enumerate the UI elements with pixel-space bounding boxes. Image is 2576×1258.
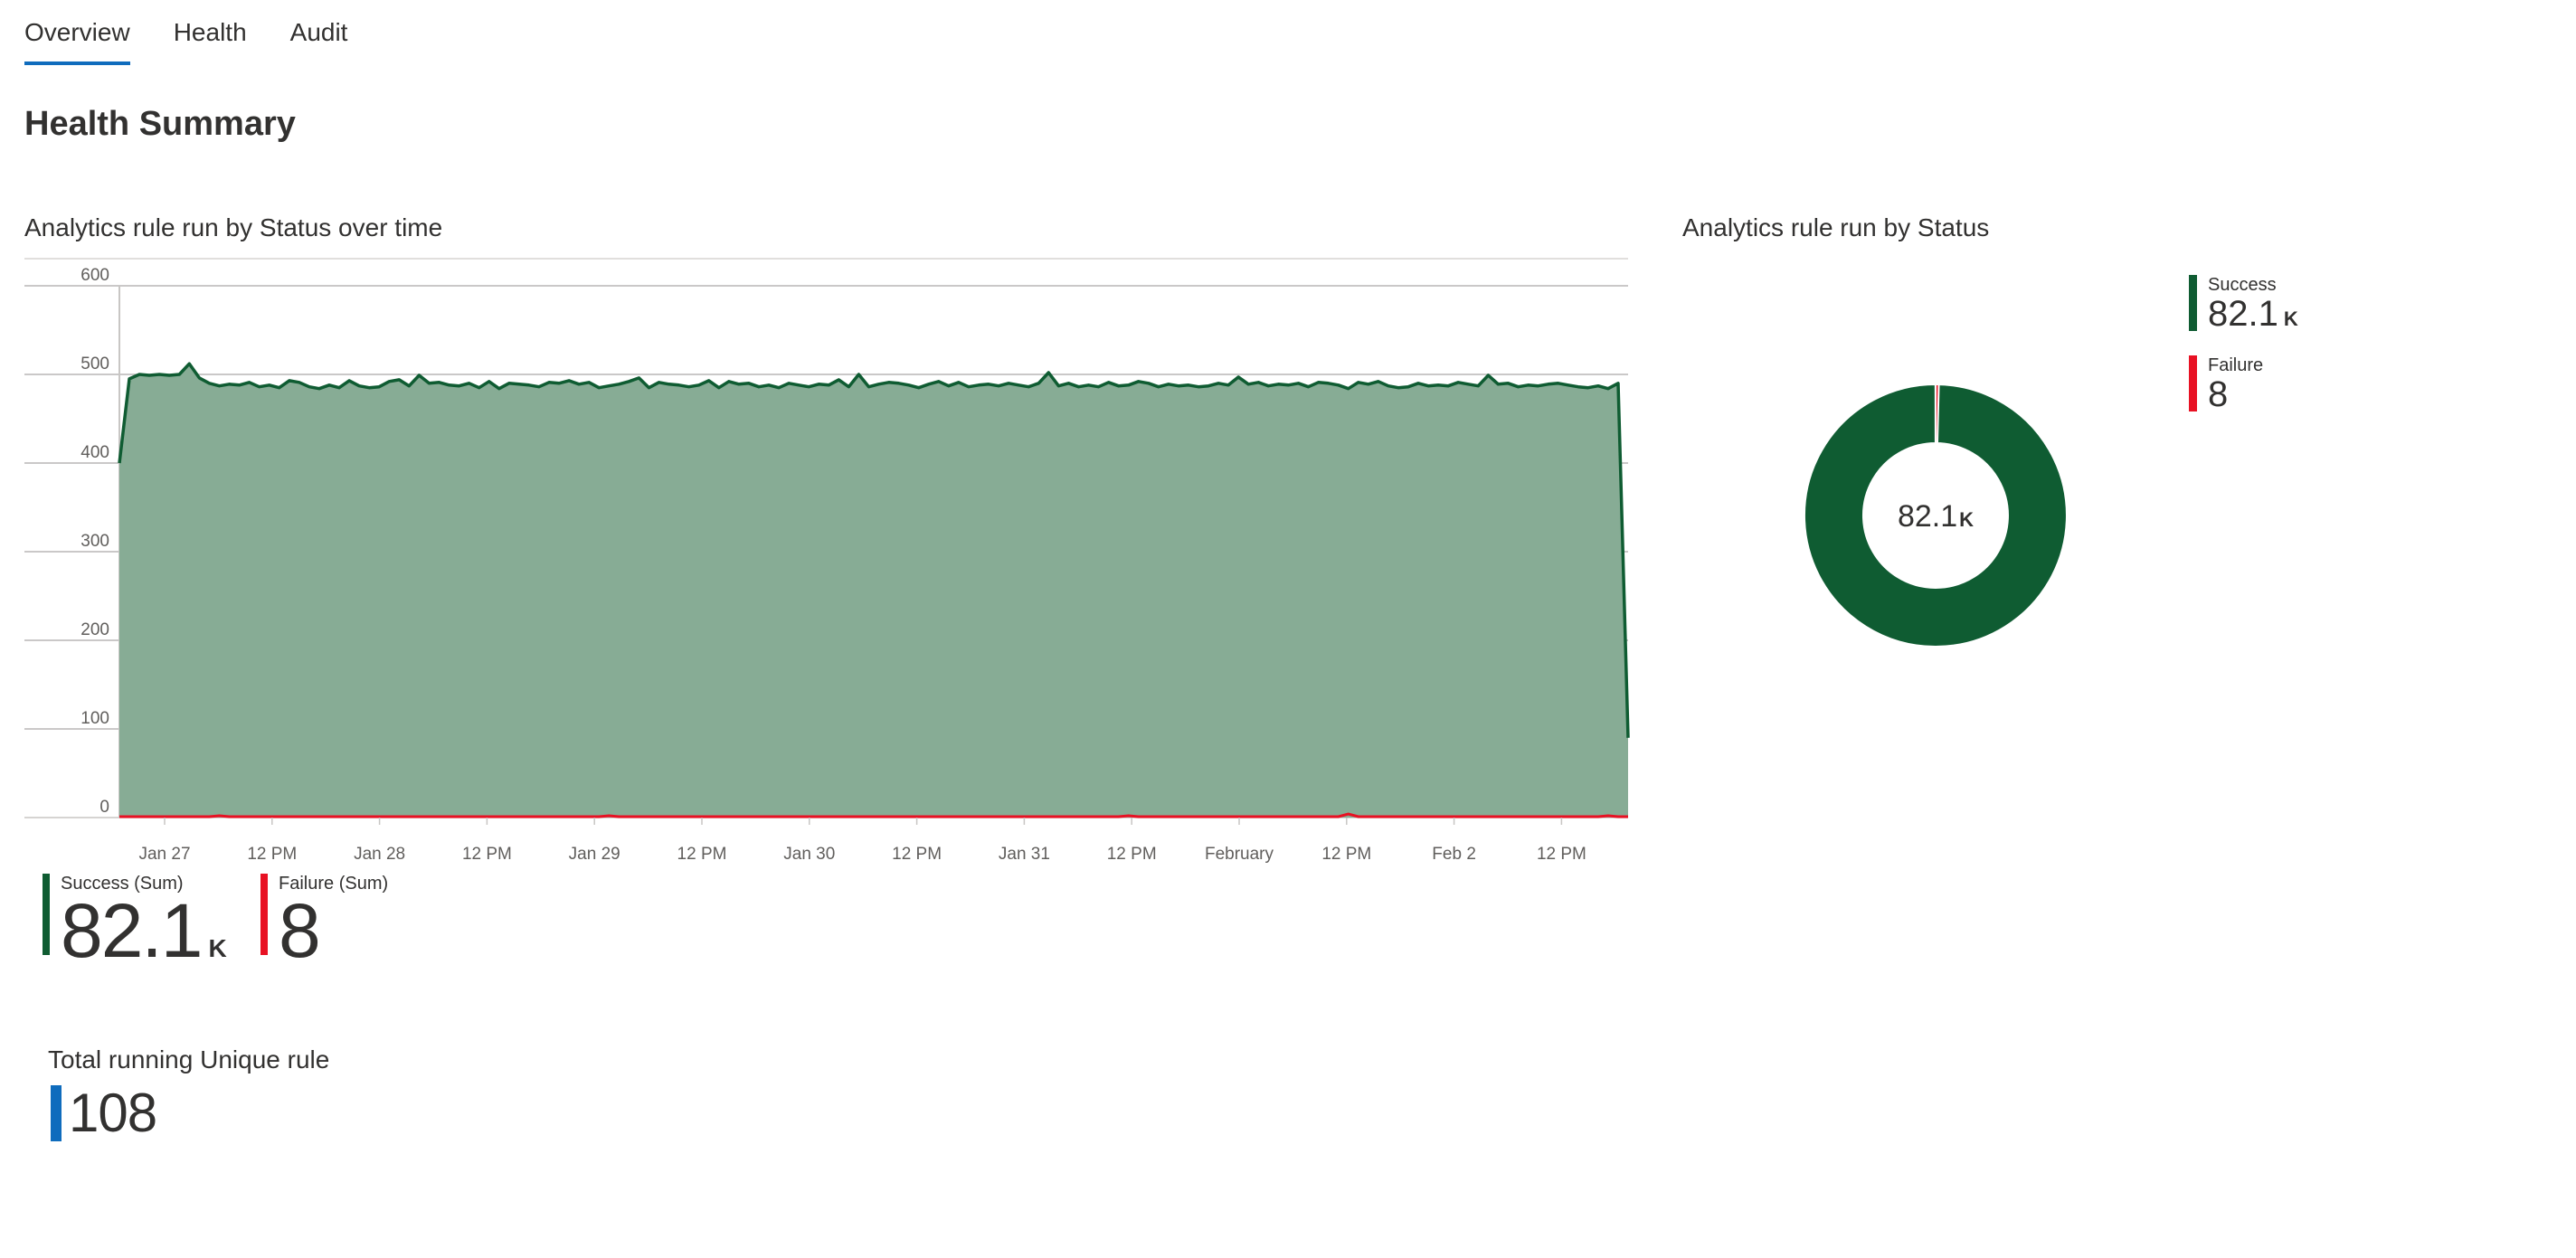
x-tick-label: 12 PM <box>1537 845 1586 864</box>
y-tick-label: 0 <box>99 798 109 817</box>
x-tick-label: February <box>1205 845 1274 864</box>
legend-success-sum[interactable]: Success (Sum) 82.1 K <box>43 874 227 985</box>
legend-success-label: Success (Sum) <box>61 874 184 894</box>
x-tick-label: Jan 30 <box>783 845 835 864</box>
legend-failure-sum[interactable]: Failure (Sum) 8 <box>260 874 388 985</box>
area-chart[interactable]: 0 100 200 300 400 500 600 Jan 27 12 PM Jan 28 12 P… <box>0 253 1637 868</box>
donut-legend-success-unit: K <box>2283 307 2298 330</box>
y-tick-label: 500 <box>80 355 109 374</box>
x-tick-label: 12 PM <box>892 845 942 864</box>
legend-success-swatch <box>43 874 50 955</box>
x-tick-label: 12 PM <box>677 845 727 864</box>
donut-center-unit: K <box>1959 508 1974 531</box>
tab-audit[interactable]: Audit <box>289 18 348 46</box>
donut-legend-failure-value: 8 <box>2208 374 2229 414</box>
donut-chart-title: Analytics rule run by Status <box>1682 213 1990 241</box>
donut-legend-success[interactable]: Success 82.1 K <box>2189 275 2298 337</box>
x-tick-label: Jan 29 <box>569 845 620 864</box>
x-tick-label: Jan 28 <box>354 845 405 864</box>
x-tick-label: Feb 2 <box>1432 845 1476 864</box>
x-tick-label: Jan 31 <box>999 845 1050 864</box>
failure-series-line <box>119 812 1628 818</box>
legend-failure-label: Failure (Sum) <box>279 874 389 894</box>
legend-success-value: 82.1 <box>61 888 203 973</box>
x-tick-label: 12 PM <box>1107 845 1157 864</box>
kpi-tile[interactable]: 108 <box>51 1082 157 1144</box>
x-tick-label: Jan 27 <box>138 845 190 864</box>
y-tick-label: 600 <box>80 266 109 285</box>
page-title: Health Summary <box>24 105 296 143</box>
legend-failure-value: 8 <box>279 888 321 973</box>
y-tick-label: 100 <box>80 709 109 728</box>
y-tick-label: 400 <box>80 443 109 462</box>
area-chart-title: Analytics rule run by Status over time <box>24 213 443 241</box>
tab-overview[interactable]: Overview <box>24 0 130 65</box>
donut-slice-success <box>1803 383 2068 648</box>
x-tick-label: 12 PM <box>1321 845 1371 864</box>
x-tick-label: 12 PM <box>247 845 297 864</box>
donut-legend-success-value: 82.1 <box>2208 294 2278 334</box>
kpi-title: Total running Unique rule <box>48 1045 330 1074</box>
donut-legend-failure-label: Failure <box>2208 355 2264 375</box>
tab-health[interactable]: Health <box>173 18 247 46</box>
x-tick-label: 12 PM <box>462 845 512 864</box>
donut-slice-failure <box>1934 383 1940 445</box>
donut-legend-success-label: Success <box>2208 275 2277 295</box>
donut-legend-success-swatch <box>2189 275 2197 331</box>
success-series-area <box>119 364 1628 818</box>
donut-center-value: 82.1K <box>1898 499 1974 534</box>
tab-bar: Overview Health Audit <box>24 0 391 65</box>
donut-chart[interactable]: 82.1K <box>1791 371 2080 660</box>
y-tick-label: 200 <box>80 620 109 639</box>
legend-failure-swatch <box>260 874 268 955</box>
y-tick-label: 300 <box>80 532 109 551</box>
donut-legend-failure-swatch <box>2189 355 2197 411</box>
kpi-accent-bar <box>51 1084 62 1141</box>
legend-success-unit: K <box>208 934 227 962</box>
donut-center-number: 82.1 <box>1898 499 1957 534</box>
success-series-line <box>118 362 1630 738</box>
donut-legend-failure[interactable]: Failure 8 <box>2189 355 2263 418</box>
kpi-value: 108 <box>69 1083 157 1143</box>
